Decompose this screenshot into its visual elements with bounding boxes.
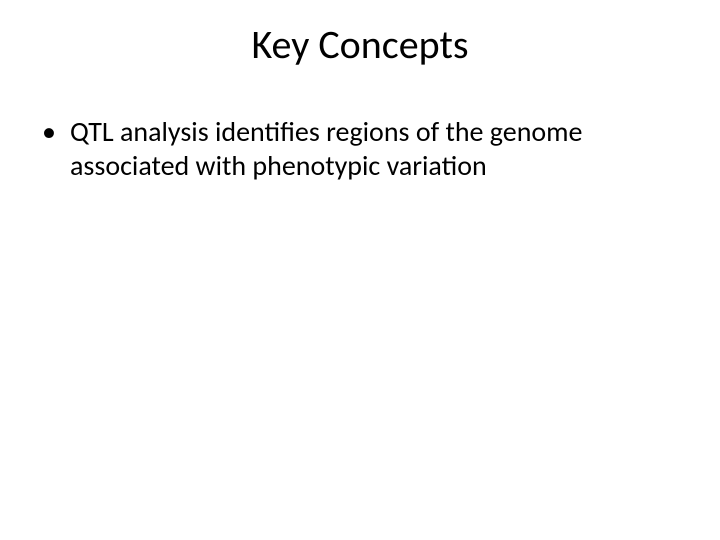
slide-body: • QTL analysis identifies regions of the… (40, 115, 680, 182)
slide-title: Key Concepts (0, 20, 720, 69)
bullet-marker-icon: • (40, 115, 70, 149)
bullet-item: • QTL analysis identifies regions of the… (40, 115, 680, 182)
bullet-text: QTL analysis identifies regions of the g… (70, 115, 680, 182)
slide: Key Concepts • QTL analysis identifies r… (0, 0, 720, 540)
